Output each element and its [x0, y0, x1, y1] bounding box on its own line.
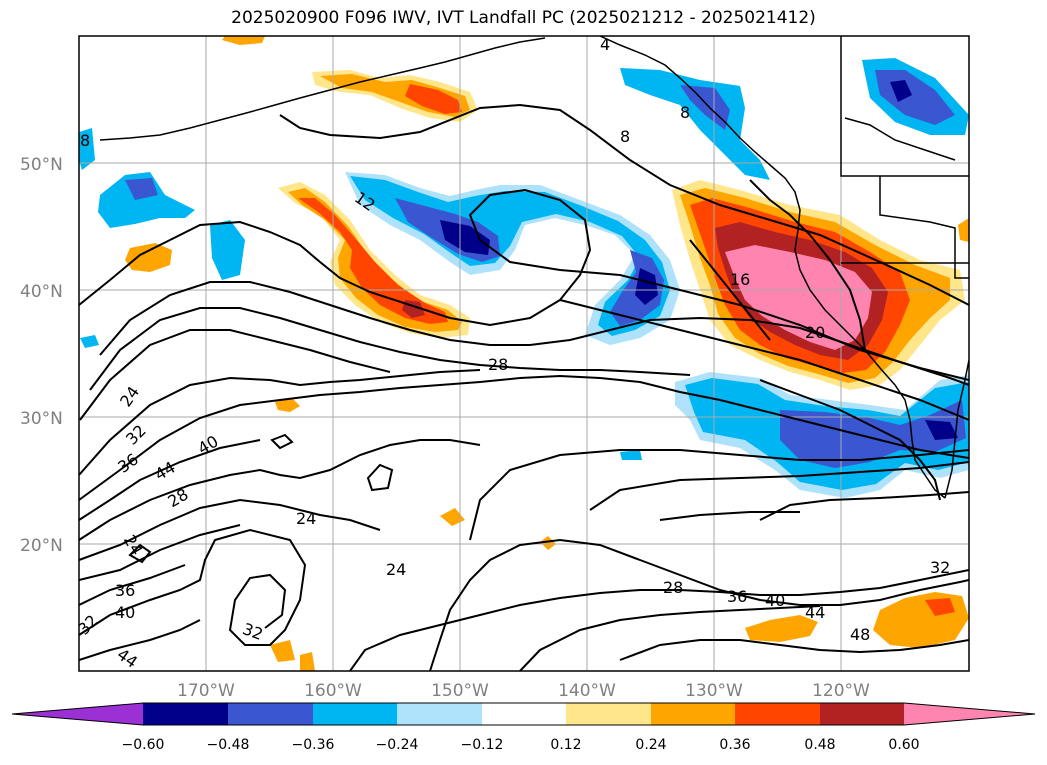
positive-alaska-red — [405, 84, 462, 114]
negative-west-2 — [210, 220, 245, 280]
negative-south-small — [620, 450, 642, 460]
positive-small-3 — [270, 640, 295, 662]
colorbar-tick: 0.24 — [635, 737, 666, 753]
shading-layer — [79, 36, 969, 671]
contour-label: 36 — [115, 581, 135, 600]
contour-label: 28 — [488, 355, 508, 374]
contour-label: 44 — [805, 603, 825, 622]
lat-label: 20°N — [20, 536, 63, 556]
negative-montana-navy — [890, 80, 912, 102]
colorbar-tick: −0.60 — [122, 737, 165, 753]
colorbar-swatch — [397, 703, 482, 725]
lat-label: 30°N — [20, 409, 63, 429]
positive-small-4 — [300, 652, 315, 671]
contour-label: 40 — [765, 591, 785, 610]
negative-west-edge — [79, 128, 95, 170]
contour-label: 32 — [930, 558, 950, 577]
negative-west-1-blue — [125, 178, 158, 200]
positive-south-east-red — [925, 598, 955, 616]
contour-label: 8 — [680, 103, 690, 122]
colorbar-tick: 0.36 — [719, 737, 750, 753]
negative-bc — [620, 68, 770, 180]
contour-label: 8 — [620, 127, 630, 146]
colorbar-tick: 0.60 — [888, 737, 919, 753]
colorbar-swatch — [482, 703, 566, 725]
contour-label: 20 — [805, 323, 825, 342]
contour-label: 28 — [663, 578, 683, 597]
colorbar: −0.60 −0.48 −0.36 −0.24 −0.12 0.12 0.24 … — [11, 702, 1036, 753]
contour-label: 8 — [80, 131, 90, 150]
coastlines — [99, 36, 969, 499]
positive-small-1 — [275, 398, 300, 412]
negative-west-1 — [98, 172, 195, 228]
positive-band-central-red — [298, 198, 448, 324]
colorbar-tick: 0.12 — [550, 737, 581, 753]
colorbar-tick: −0.12 — [461, 737, 504, 753]
lon-label: 140°W — [558, 681, 616, 701]
figure-title: 2025020900 F096 IWV, IVT Landfall PC (20… — [231, 8, 816, 28]
negative-swirl-navy — [440, 220, 658, 305]
positive-west-small — [125, 243, 172, 272]
colorbar-swatch — [228, 703, 313, 725]
contour-label: 16 — [730, 270, 750, 289]
lon-label: 150°W — [431, 681, 489, 701]
contour-label: 36 — [727, 587, 747, 606]
contour-label: 24 — [296, 509, 316, 528]
colorbar-extend-high — [904, 703, 1035, 725]
positive-small-5 — [540, 536, 556, 550]
colorbar-tick: 0.48 — [804, 737, 835, 753]
lon-label: 130°W — [685, 681, 743, 701]
colorbar-swatch — [143, 703, 228, 725]
map-frame — [78, 35, 970, 672]
lat-labels: 50°N 40°N 30°N 20°N — [20, 155, 63, 556]
negative-bc-blue — [680, 85, 730, 130]
lon-label: 120°W — [812, 681, 870, 701]
colorbar-swatch — [820, 703, 904, 725]
colorbar-tick: −0.48 — [207, 737, 250, 753]
negative-southeast-navy — [925, 420, 958, 440]
lon-labels: 170°W 160°W 150°W 140°W 130°W 120°W — [177, 681, 870, 701]
colorbar-tick: −0.36 — [292, 737, 335, 753]
lon-label: 170°W — [177, 681, 235, 701]
positive-small-2 — [440, 508, 465, 526]
colorbar-tick: −0.24 — [376, 737, 419, 753]
lon-label: 160°W — [304, 681, 362, 701]
colorbar-extend-low — [12, 703, 143, 725]
positive-small-6 — [958, 218, 969, 242]
colorbar-swatch — [735, 703, 820, 725]
contour-label: 40 — [115, 603, 135, 622]
positive-south-center — [745, 615, 818, 642]
contour-label: 48 — [850, 625, 870, 644]
lat-label: 40°N — [20, 282, 63, 302]
colorbar-outline — [11, 702, 1036, 726]
colorbar-swatch — [313, 703, 397, 725]
negative-west-3 — [80, 335, 99, 348]
colorbar-swatch — [651, 703, 735, 725]
contour-lines — [79, 103, 969, 671]
lat-label: 50°N — [20, 155, 63, 175]
colorbar-swatch — [566, 703, 651, 725]
contour-label: 4 — [600, 35, 610, 54]
contour-label: 24 — [386, 560, 406, 579]
positive-plume-pink — [725, 245, 872, 350]
positive-top-left — [222, 36, 265, 45]
